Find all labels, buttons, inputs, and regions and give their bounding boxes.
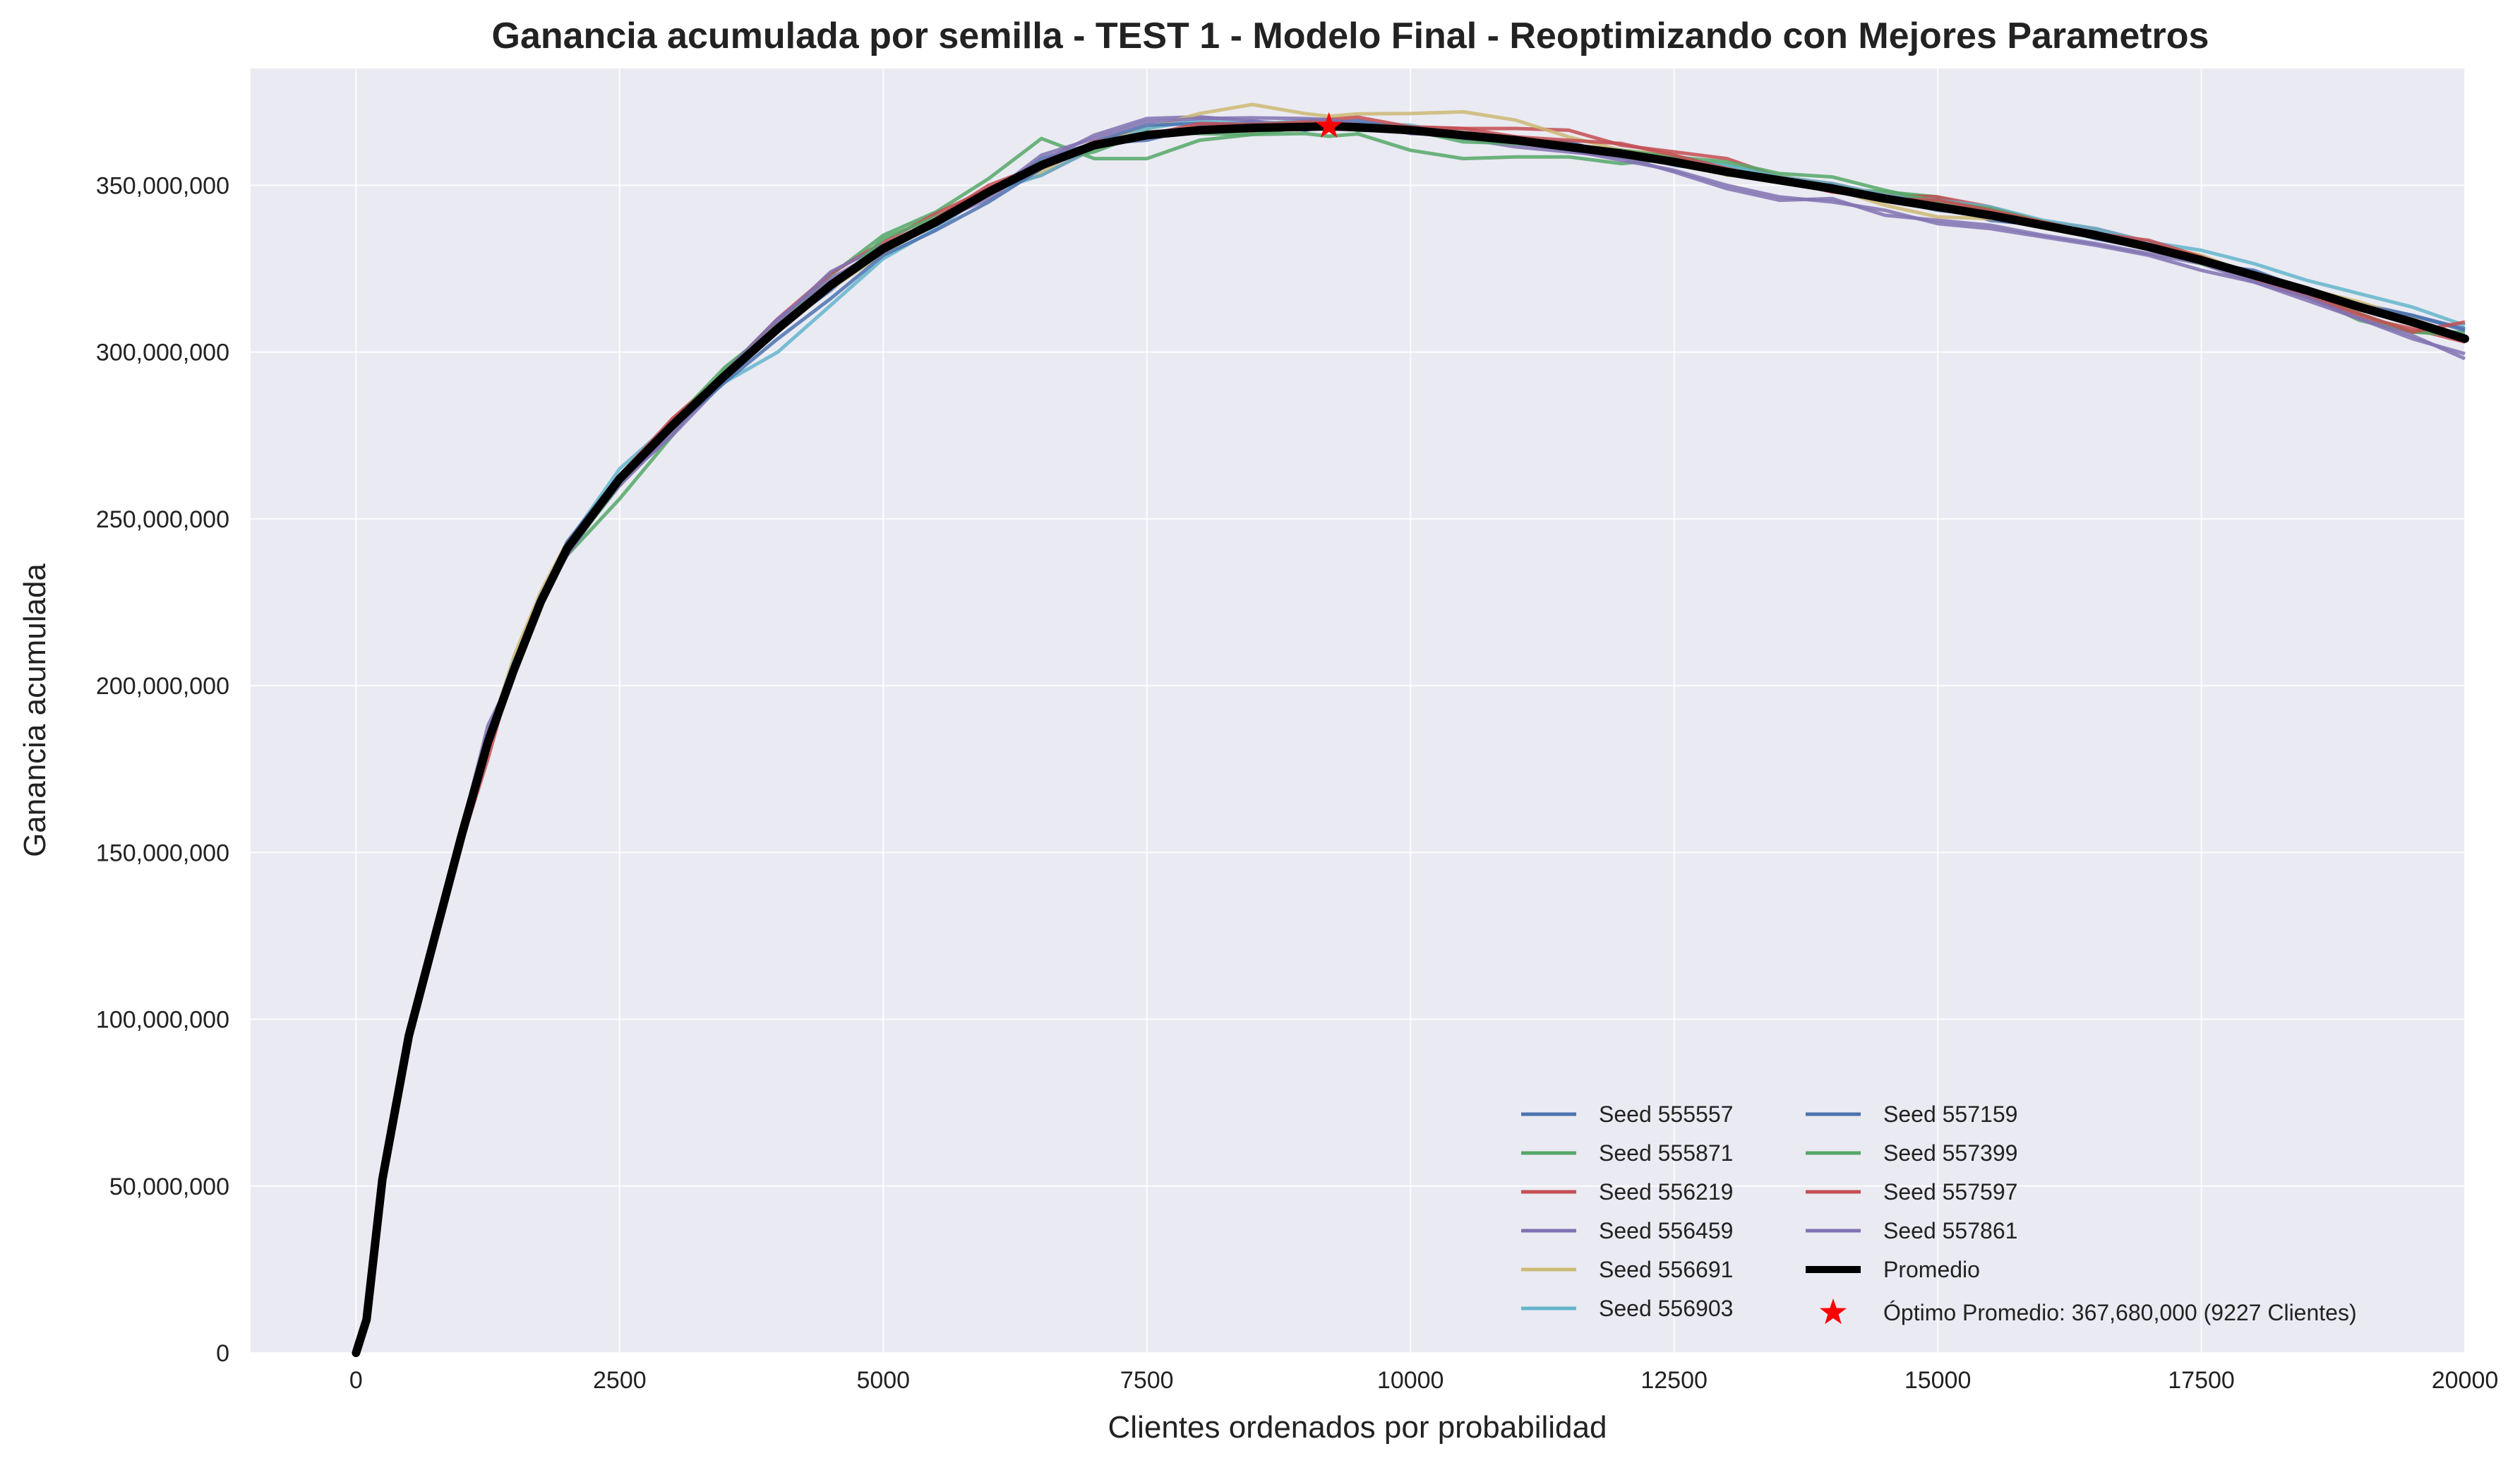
legend-label: Seed 556219 <box>1599 1179 1733 1205</box>
legend-label: Óptimo Promedio: 367,680,000 (9227 Clien… <box>1883 1300 2357 1325</box>
x-tick-label: 2500 <box>593 1367 647 1394</box>
optimum-marker-group <box>1315 112 1343 138</box>
x-tick-label: 20000 <box>2432 1367 2499 1394</box>
legend: Seed 555557 Seed 555871 Seed 556219 Seed 55… <box>1521 1101 2357 1325</box>
x-tick-label: 0 <box>349 1367 363 1394</box>
y-tick-label: 250,000,000 <box>96 506 229 533</box>
x-tick-label: 17500 <box>2168 1367 2235 1394</box>
y-tick-label: 100,000,000 <box>96 1007 229 1034</box>
average-line-group <box>352 121 2469 1357</box>
y-tick-label: 150,000,000 <box>96 840 229 866</box>
legend-label: Seed 557399 <box>1883 1140 2017 1166</box>
legend-label: Seed 556459 <box>1599 1218 1733 1243</box>
grid-lines <box>251 68 2466 1354</box>
y-tick-label: 350,000,000 <box>96 172 229 199</box>
x-axis-label: Clientes ordenados por probabilidad <box>1108 1410 1607 1445</box>
x-axis-ticks: 0 2500 5000 7500 10000 12500 15000 17500 20000 <box>349 1367 2498 1394</box>
y-tick-label: 0 <box>216 1340 229 1367</box>
y-tick-label: 200,000,000 <box>96 673 229 700</box>
x-tick-label: 7500 <box>1120 1367 1174 1394</box>
y-axis-ticks: 0 50,000,000 100,000,000 150,000,000 200,000… <box>96 172 229 1367</box>
plot-area <box>251 68 2465 1353</box>
legend-label: Seed 555871 <box>1599 1140 1733 1166</box>
legend-label: Seed 556903 <box>1599 1296 1733 1321</box>
average-line <box>352 121 2469 1357</box>
legend-star-swatch <box>1820 1298 1847 1325</box>
y-tick-label: 50,000,000 <box>109 1174 229 1200</box>
x-tick-label: 12500 <box>1640 1367 1708 1394</box>
chart-title: Ganancia acumulada por semilla - TEST 1 … <box>492 16 2209 56</box>
x-tick-label: 10000 <box>1377 1367 1444 1394</box>
x-tick-label: 5000 <box>856 1367 910 1394</box>
legend-label: Promedio <box>1883 1257 1980 1282</box>
legend-label: Seed 555557 <box>1599 1101 1733 1127</box>
legend-label: Seed 556691 <box>1599 1257 1733 1282</box>
legend-label: Seed 557597 <box>1883 1179 2017 1205</box>
legend-label: Seed 557861 <box>1883 1218 2017 1243</box>
y-tick-label: 300,000,000 <box>96 340 229 366</box>
legend-label: Seed 557159 <box>1883 1101 2017 1127</box>
y-axis-label: Ganancia acumulada <box>18 563 52 857</box>
optimum-star-marker <box>1315 112 1343 138</box>
x-tick-label: 15000 <box>1904 1367 1972 1394</box>
